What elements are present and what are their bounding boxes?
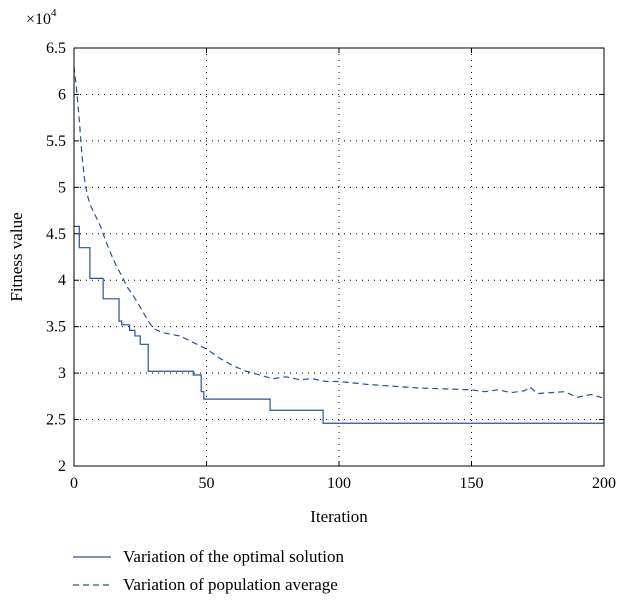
series-line-2 [73, 66, 605, 399]
y-tick-label: 3 [58, 365, 66, 382]
y-tick-label: 4 [58, 272, 66, 289]
x-tick-label: 200 [592, 475, 616, 492]
x-tick-label: 0 [70, 475, 78, 492]
x-tick-label: 50 [199, 475, 215, 492]
y-tick-label: 6 [58, 86, 66, 103]
legend-label-1: Variation of the optimal solution [123, 547, 344, 566]
y-tick-label: 5.5 [46, 133, 66, 150]
grid-lines [74, 48, 604, 466]
legend-label-2: Variation of population average [123, 575, 338, 594]
x-tick-label: 150 [460, 475, 484, 492]
y-tick-label: 5 [58, 179, 66, 196]
y-tick-label: 4.5 [46, 226, 66, 243]
plot-frame [73, 47, 605, 467]
y-axis-multiplier-exponent: 4 [51, 7, 57, 19]
x-tick-label: 100 [327, 475, 351, 492]
y-axis-multiplier: ×104 [26, 7, 57, 28]
y-tick-label: 3.5 [46, 319, 66, 336]
y-tick-label: 6.5 [46, 40, 66, 57]
series-line-1 [74, 225, 604, 424]
y-axis-title: Fitness value [7, 212, 26, 301]
x-axis-title: Iteration [310, 507, 368, 526]
y-tick-label: 2.5 [46, 412, 66, 429]
legend: Variation of the optimal solution Variati… [73, 547, 344, 594]
y-tick-label: 2 [58, 458, 66, 475]
series-layer [73, 66, 605, 424]
axis-ticks: 0 50 100 150 200 2 2.5 3 3.5 4 4.5 5 5.5 6 6.5 [46, 40, 616, 492]
